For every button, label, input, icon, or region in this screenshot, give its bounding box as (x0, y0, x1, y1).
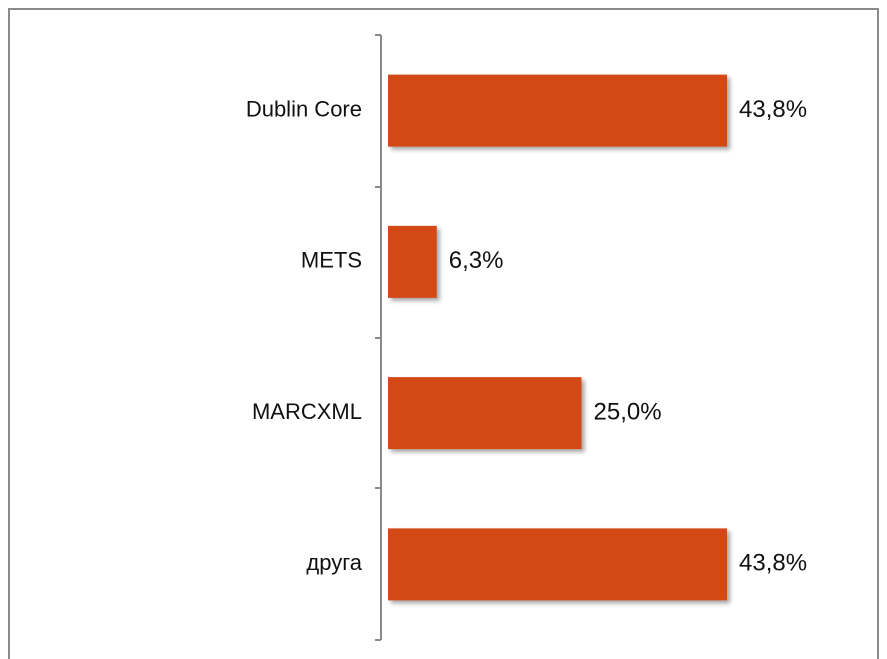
category-label: MARCXML (252, 399, 362, 424)
bar (388, 377, 582, 450)
data-label: 43,8% (739, 550, 807, 577)
chart-frame (8, 8, 879, 659)
category-axis (375, 34, 382, 641)
bar (388, 74, 728, 147)
data-label: 43,8% (739, 96, 807, 123)
category-label: METS (301, 248, 362, 273)
bar (388, 528, 728, 601)
data-label: 25,0% (594, 398, 662, 425)
bar (388, 225, 437, 298)
category-label: друга (306, 550, 362, 575)
category-label: Dublin Core (246, 96, 362, 121)
data-label: 6,3% (449, 247, 504, 274)
